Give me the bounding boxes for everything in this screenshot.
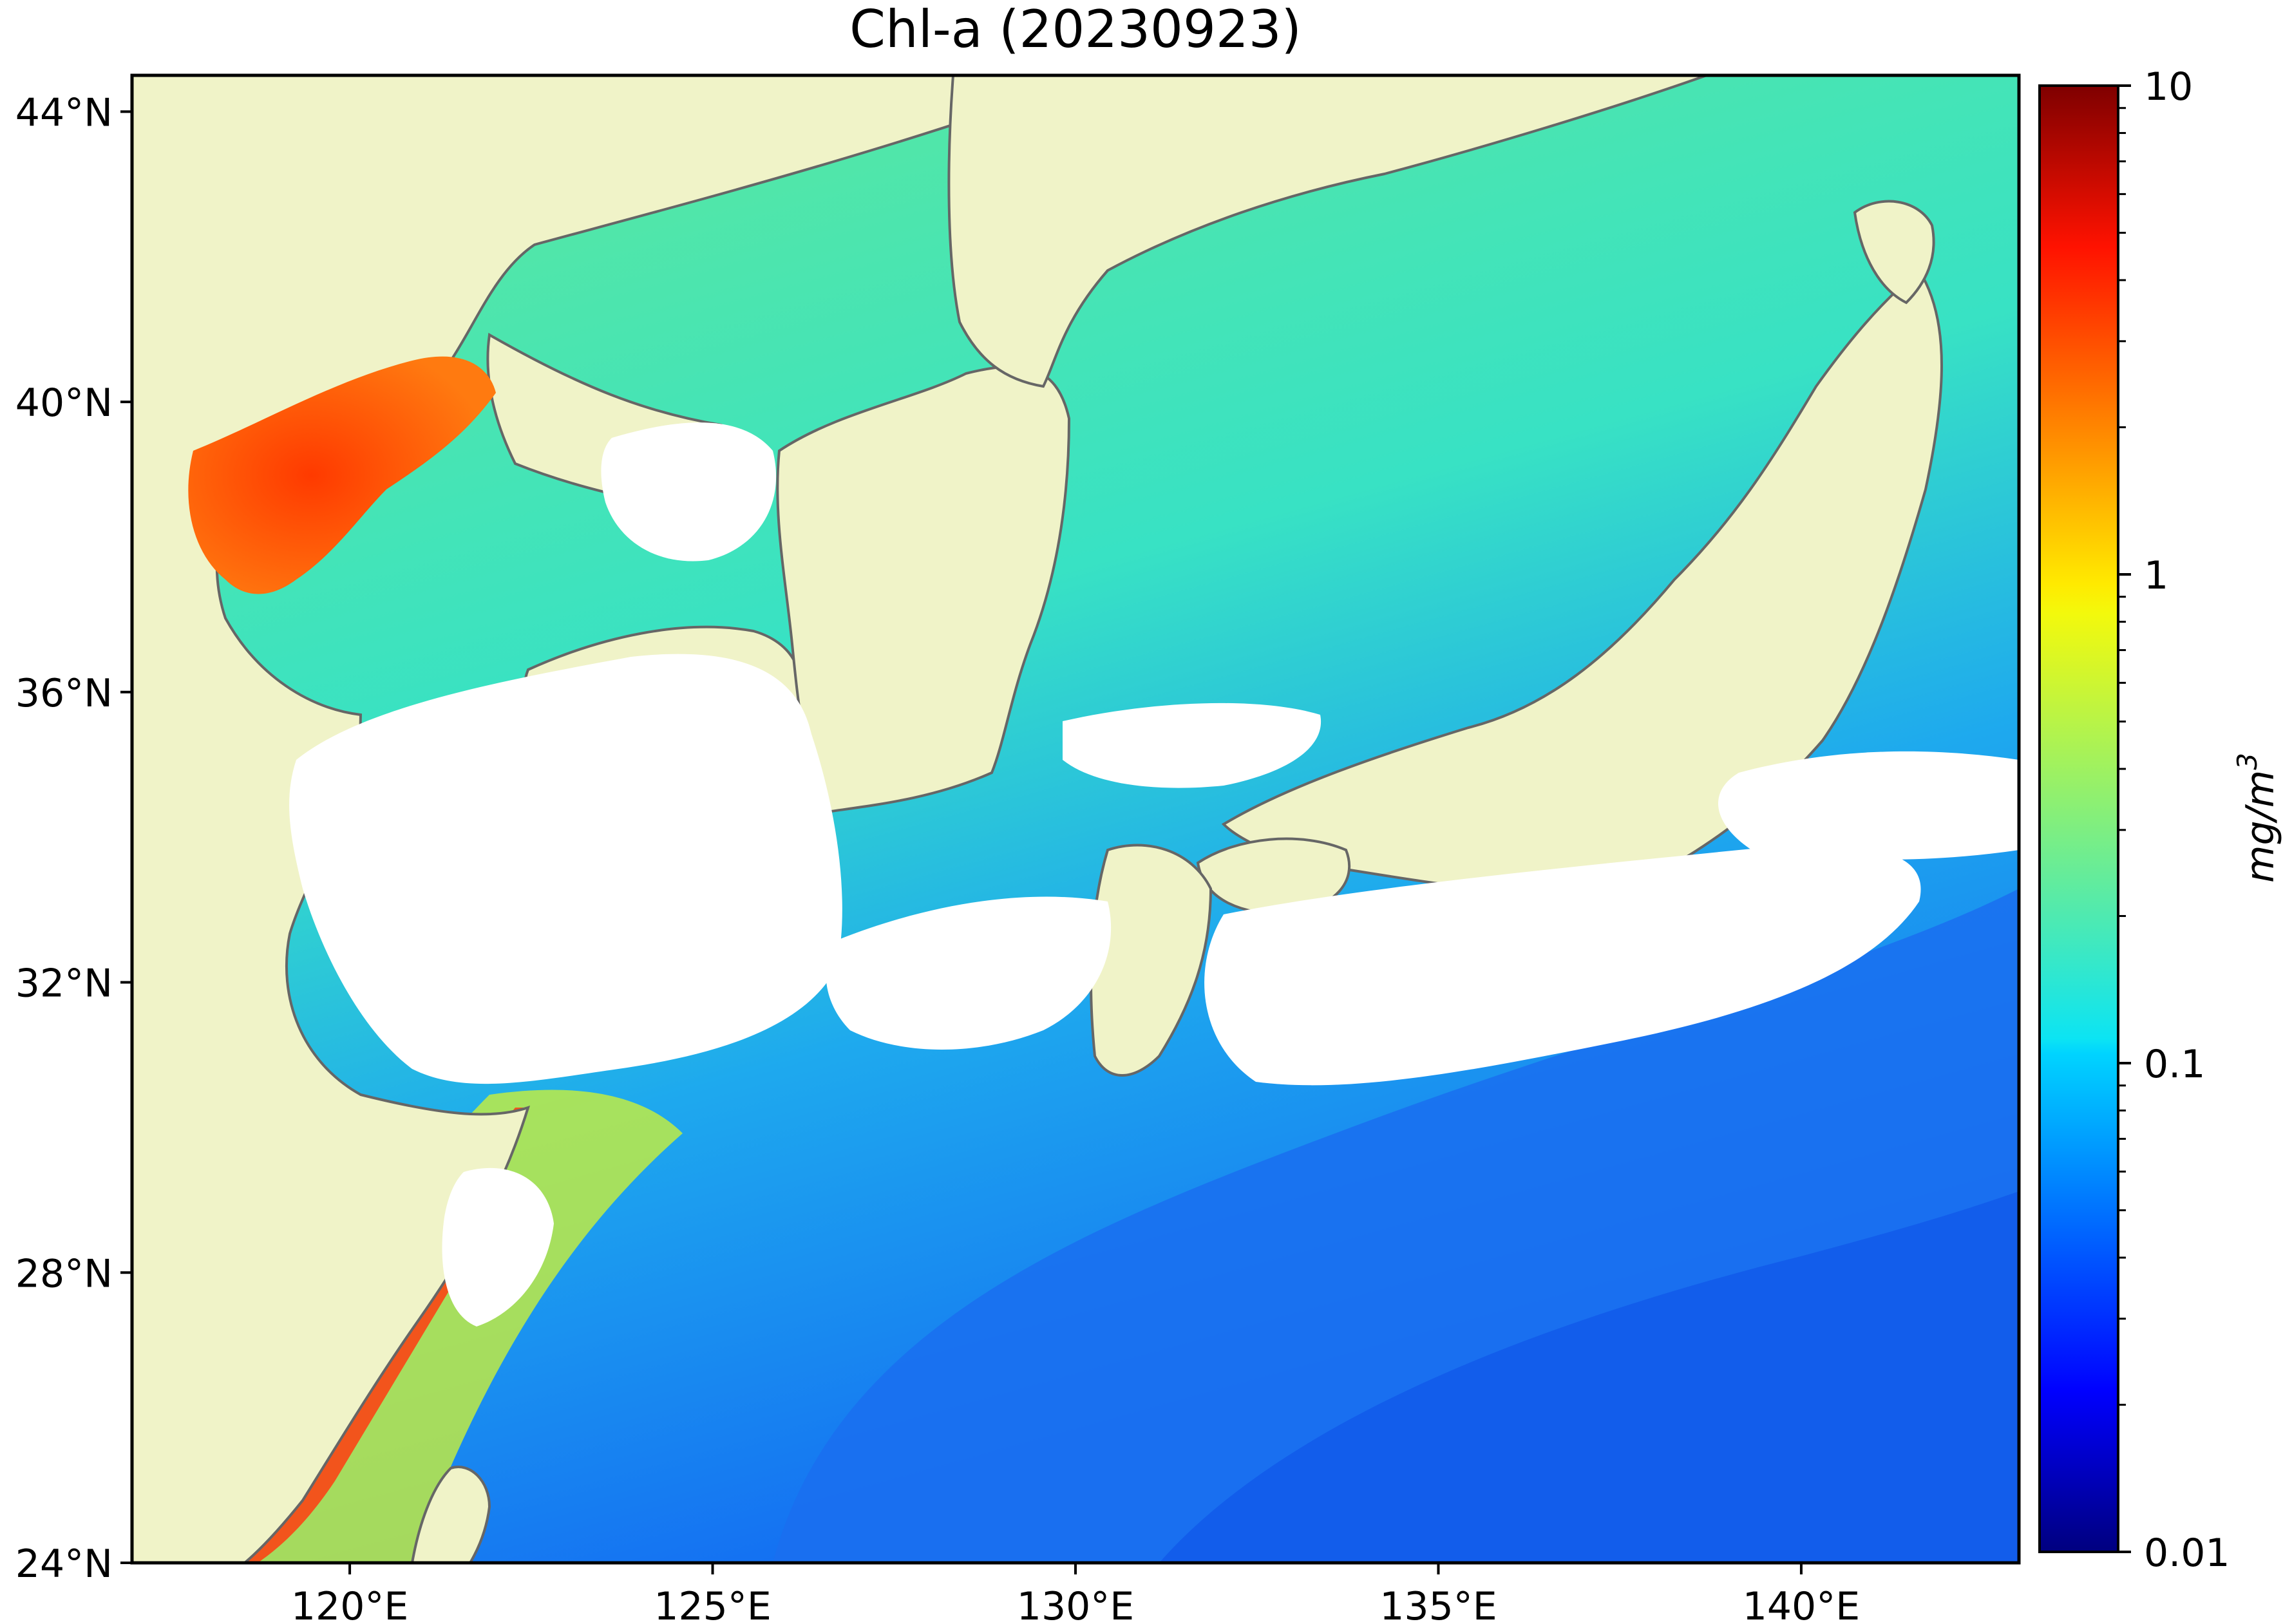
land-russia — [947, 75, 1707, 388]
colorbar-label: mg/m3 — [2231, 753, 2283, 883]
land-hokkaido — [1853, 200, 1935, 305]
land-taiwan — [410, 1466, 491, 1563]
y-tick-label: 44°N — [15, 90, 113, 135]
colorbar-tick-label: 0.1 — [2144, 1042, 2205, 1087]
colorbar-tick-label: 0.01 — [2144, 1531, 2230, 1576]
cloud-bohai-east — [601, 422, 777, 562]
land-shikoku — [1196, 837, 1350, 916]
y-tick-label: 32°N — [15, 961, 113, 1006]
x-tick-label: 130°E — [1017, 1584, 1134, 1624]
y-tick-label: 28°N — [15, 1251, 113, 1296]
cloud-sea-of-japan-south — [1063, 703, 1321, 788]
land-korea — [776, 365, 1071, 813]
colorbar — [2038, 84, 2119, 1553]
map-title: Chl-a (20230923) — [849, 0, 1302, 59]
x-axis: 120°E 125°E 130°E 135°E 140°E — [291, 1563, 1860, 1624]
cloud-east-china-sea — [826, 896, 1112, 1050]
colorbar-label-superscript: 3 — [2231, 753, 2263, 770]
cloud-east-china-coast — [442, 1167, 554, 1327]
y-tick-label: 40°N — [15, 381, 113, 426]
x-tick-label: 120°E — [291, 1584, 408, 1624]
very-low-chl-region — [1159, 1191, 2019, 1563]
x-tick-label: 135°E — [1379, 1584, 1497, 1624]
bohai-high-chl — [188, 356, 496, 594]
cloud-pacific-south-japan — [1204, 845, 1921, 1086]
x-tick-label: 125°E — [654, 1584, 771, 1624]
y-tick-label: 36°N — [15, 671, 113, 716]
map-area — [132, 75, 2019, 1563]
y-axis: 24°N 28°N 32°N 36°N 40°N 44°N — [15, 90, 132, 1587]
cloud-pacific-east — [1718, 751, 2019, 860]
cloud-yellow-sea — [289, 654, 842, 1084]
colorbar-tick-label: 10 — [2144, 64, 2193, 109]
x-tick-label: 140°E — [1743, 1584, 1860, 1624]
y-tick-label: 24°N — [15, 1542, 113, 1587]
colorbar-ticks: 10 1 0.1 0.01 — [2118, 64, 2230, 1576]
colorbar-tick-label: 1 — [2144, 553, 2168, 598]
colorbar-label-unit: mg/m — [2238, 770, 2283, 883]
